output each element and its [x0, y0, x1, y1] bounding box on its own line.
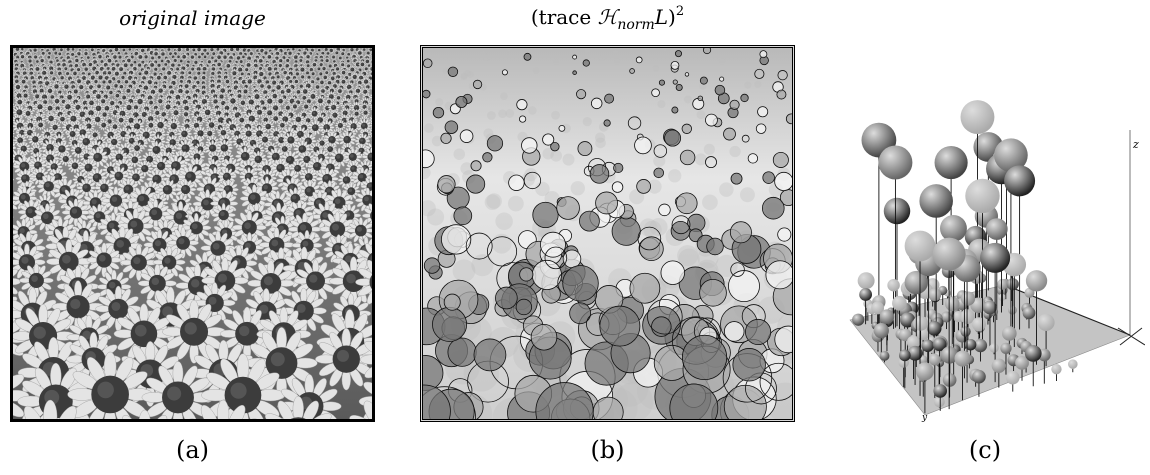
3d-scale-space-plot: zy — [830, 90, 1145, 430]
title-sub: norm — [617, 17, 654, 33]
blob-detection-frame — [420, 45, 795, 422]
title-sup: 2 — [676, 4, 684, 19]
axis-z-label: z — [1132, 138, 1139, 151]
title-l: L — [655, 5, 668, 29]
panel-a-caption: (a) — [10, 436, 375, 464]
sunflower-field-photo — [13, 48, 372, 419]
original-image-frame — [10, 45, 375, 422]
panel-c-caption: (c) — [830, 436, 1140, 464]
title-h: ℋ — [598, 5, 618, 29]
axis-y-label: y — [921, 413, 928, 423]
panel-b-title: (trace ℋnormL)2 — [420, 4, 795, 33]
panel-b-caption: (b) — [420, 436, 795, 464]
panel-a-title: original image — [10, 6, 375, 30]
blob-circles-overlay — [423, 48, 792, 419]
title-open: (trace — [531, 5, 598, 29]
title-close: ) — [668, 5, 676, 29]
